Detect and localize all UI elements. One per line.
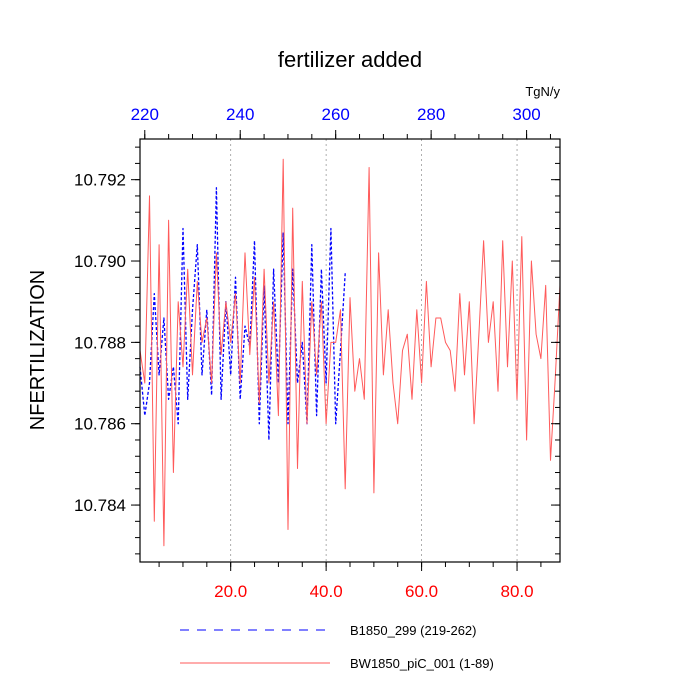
y-tick-label: 10.792 — [74, 171, 126, 190]
top-tick-label: 260 — [321, 105, 349, 124]
chart-title: fertilizer added — [278, 47, 422, 72]
legend-label-2: BW1850_piC_001 (1-89) — [350, 656, 494, 671]
x-tick-label: 60.0 — [405, 582, 438, 601]
gridlines — [230, 139, 518, 562]
x-tick-label: 20.0 — [214, 582, 247, 601]
series-line-1 — [139, 187, 346, 441]
top-tick-label: 220 — [131, 105, 159, 124]
legend: B1850_299 (219-262) BW1850_piC_001 (1-89) — [180, 623, 494, 671]
series-layer — [139, 158, 561, 547]
top-tick-label: 280 — [417, 105, 445, 124]
top-tick-label: 300 — [512, 105, 540, 124]
series-line-2 — [139, 158, 561, 547]
y-tick-label: 10.788 — [74, 333, 126, 352]
top-tick-label: 240 — [226, 105, 254, 124]
axis-ticks: 10.784 10.786 10.788 10.790 10.792 20.0 40.0 60… — [74, 105, 560, 601]
x-tick-label: 40.0 — [310, 582, 343, 601]
y-tick-label: 10.790 — [74, 252, 126, 271]
y-axis-label: NFERTILIZATION — [27, 270, 49, 430]
top-axis-unit-label: TgN/y — [525, 84, 560, 99]
plot-border — [139, 138, 561, 563]
y-tick-label: 10.786 — [74, 415, 126, 434]
legend-label-1: B1850_299 (219-262) — [350, 623, 477, 638]
plot-frame — [139, 138, 561, 563]
x-tick-label: 80.0 — [500, 582, 533, 601]
y-tick-label: 10.784 — [74, 496, 126, 515]
